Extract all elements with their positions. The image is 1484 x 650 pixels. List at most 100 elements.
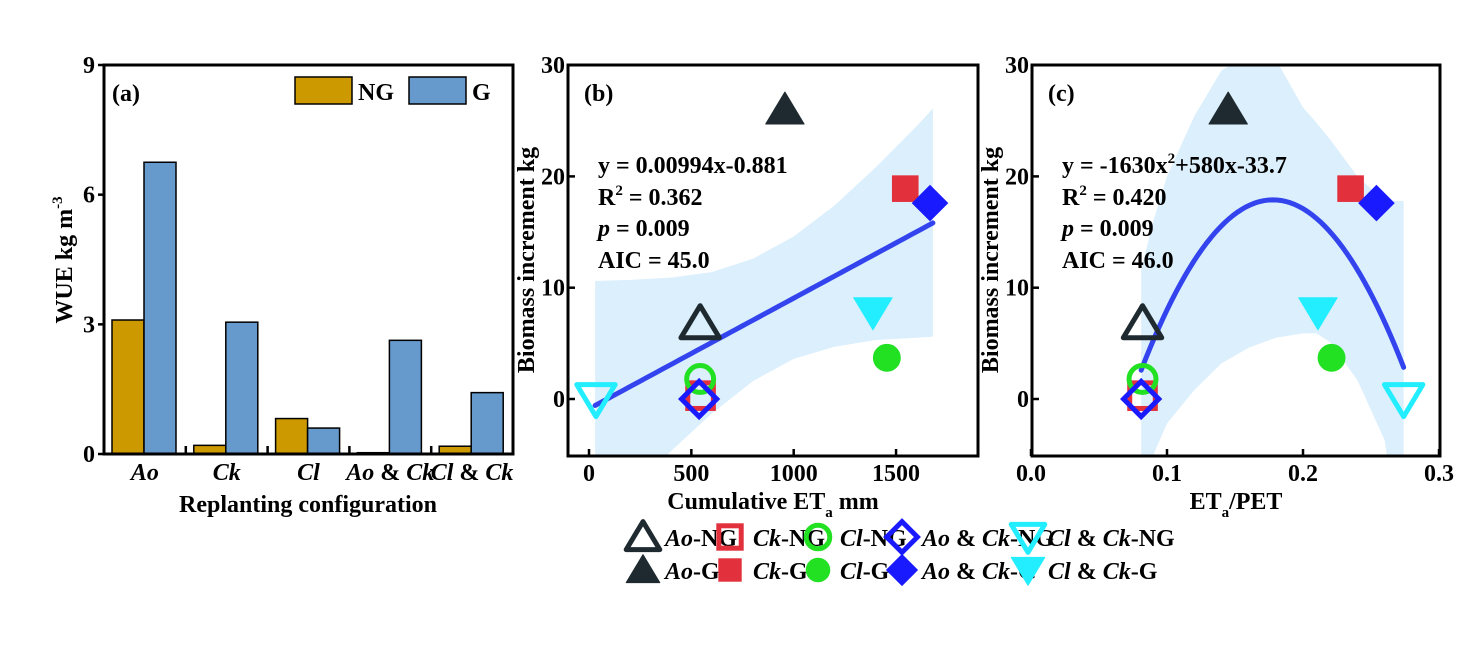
point-Ao-Ck-NG	[1120, 377, 1163, 421]
legend-label: Cl & Ck-NG	[1048, 526, 1175, 552]
confidence-band	[595, 108, 933, 456]
panel-label: (b)	[584, 81, 613, 107]
y-tick-label: 3	[83, 312, 95, 338]
y-tick-label: 6	[83, 183, 95, 209]
x-tick-label: Ck	[213, 460, 241, 486]
x-axis-label-text: Cumulative ET	[667, 489, 825, 515]
p-value: p = 0.009	[1060, 216, 1154, 242]
legend-item: Cl & Ck-NG	[1008, 521, 1175, 555]
y-tick-label: 0	[1017, 387, 1029, 413]
panel-c-scatter: 0 10 20 30 0.0 0.1 0.2 0.3 ETa/PET Biomass increm…	[978, 53, 1454, 521]
legend-swatch-G	[408, 76, 467, 105]
legend-item: Ck-NG	[716, 523, 825, 552]
legend-label: Ck-NG	[753, 526, 825, 552]
legend-label-part: Ao	[920, 526, 950, 552]
r-squared: R2 = 0.362	[598, 183, 703, 211]
legend-marker	[1008, 521, 1048, 555]
legend-marker	[885, 553, 919, 587]
legend-item: Cl-G	[805, 557, 890, 585]
legend-label-part: &	[950, 526, 982, 552]
x-tick-label: 1000	[770, 461, 818, 487]
legend-label: Ck-G	[753, 559, 808, 585]
x-tick-label: 0.3	[1424, 461, 1454, 487]
confidence-band	[1141, 65, 1404, 456]
x-tick-label: Ao & Ck	[344, 460, 434, 486]
point-Ao-Ck-NG	[677, 377, 721, 421]
x-tick-label-part: Ck	[485, 460, 513, 486]
x-axis-label: ETa/PET	[1190, 489, 1283, 521]
x-tick-label: Ao	[129, 460, 159, 486]
legend-item: Cl-NG	[803, 522, 907, 552]
y-tick-label: 30	[541, 53, 565, 79]
legend-label-part: -G	[1131, 559, 1158, 585]
legend-label-part: &	[1071, 526, 1103, 552]
y-axis-label: Biomass increment kg	[514, 147, 540, 373]
legend-label-part: Cl	[1048, 526, 1071, 552]
x-tick-label: 0.0	[1016, 461, 1046, 487]
point-Cl-Ck-G	[1298, 297, 1338, 331]
legend-label: Ao-G	[663, 559, 720, 585]
x-tick-label: 0	[583, 461, 595, 487]
fit-line	[592, 220, 936, 408]
y-tick-label: 9	[83, 53, 95, 79]
x-tick-label: 1500	[872, 461, 920, 487]
legend-label: Cl-G	[840, 559, 890, 585]
legend-label-part: Ck	[753, 559, 781, 585]
y-tick-label: 20	[1005, 164, 1029, 190]
y-tick-label: 20	[541, 164, 565, 190]
legend-label-NG: NG	[358, 80, 394, 106]
y-axis-label: Biomass increment kg	[978, 147, 1004, 373]
x-axis-label-text: ET	[1190, 489, 1222, 515]
plot-frame	[1030, 63, 1442, 458]
legend-label: Cl & Ck-G	[1048, 559, 1158, 585]
legend-label-part: Ck	[1103, 559, 1131, 585]
point-Ao-NG	[1120, 303, 1165, 341]
legend-item: Cl & Ck-G	[1010, 556, 1158, 586]
x-axis-label-tail: mm	[833, 489, 879, 515]
legend-label-part: -NG	[1131, 526, 1175, 552]
x-tick-label: 500	[673, 461, 709, 487]
plot-area	[574, 91, 949, 456]
legend-swatch-NG	[294, 76, 353, 105]
point-Cl-Ck-NG	[574, 382, 618, 420]
point-Ao-G	[1208, 91, 1248, 125]
plot-area	[1120, 65, 1426, 456]
plot-frame	[566, 63, 980, 458]
y-axis-label-text: WUE kg m	[52, 209, 78, 324]
y-tick-label: 0	[553, 387, 565, 413]
legend-label-part: &	[950, 559, 982, 585]
point-Ao-Ck-G	[1358, 184, 1395, 222]
point-Cl-G	[1317, 343, 1346, 372]
bar-G-3	[388, 339, 423, 455]
legend-label-part: -G	[693, 559, 720, 585]
x-tick-label: Cl & Ck	[431, 460, 514, 486]
point-Ao-NG	[678, 303, 722, 341]
y-axis-label: WUE kg m-3	[50, 196, 78, 323]
legend-marker	[716, 523, 744, 551]
x-axis-label-tail: /PET	[1228, 489, 1282, 515]
fit-equation: y = -1630x2+580x-33.7	[1062, 151, 1287, 179]
bar-G-1	[225, 321, 259, 455]
point-Cl-Ck-G	[853, 297, 893, 331]
y-axis-label-sup: -3	[50, 196, 66, 209]
r-squared: R2 = 0.420	[1062, 183, 1167, 211]
x-tick-label-part: Cl	[297, 460, 320, 486]
x-tick-label-part: Ao	[344, 460, 374, 486]
point-Cl-NG	[1126, 363, 1159, 395]
x-tick-label-part: &	[374, 460, 406, 486]
plot-frame	[102, 63, 515, 456]
legend-label-part: Ck	[1103, 526, 1131, 552]
aic-value: AIC = 45.0	[598, 248, 710, 274]
x-tick-label: 0.2	[1288, 461, 1318, 487]
legend-marker	[1010, 556, 1046, 586]
x-tick-label-part: Ck	[406, 460, 434, 486]
legend-label-part: Cl	[840, 559, 863, 585]
legend-label: Cl-NG	[840, 526, 907, 552]
y-tick-label: 30	[1005, 53, 1029, 79]
x-tick-label-part: Ao	[129, 460, 159, 486]
aic-value: AIC = 46.0	[1062, 248, 1174, 274]
legend-label-part: Ck	[753, 526, 781, 552]
